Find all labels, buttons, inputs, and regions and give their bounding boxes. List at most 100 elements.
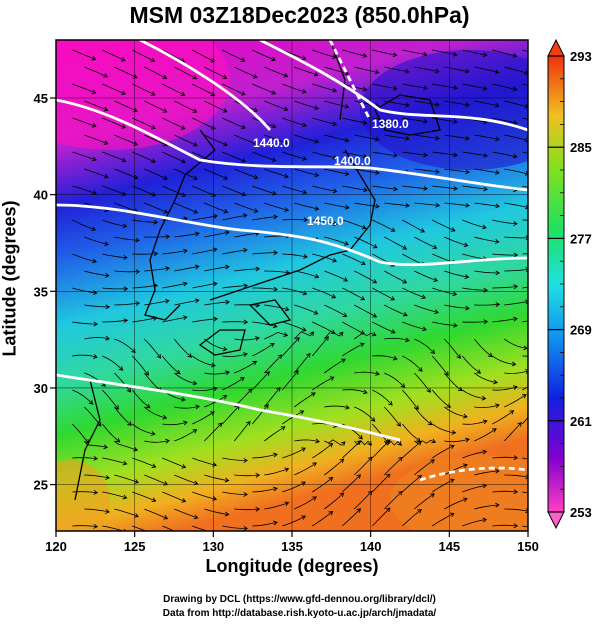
streamline	[192, 457, 217, 466]
streamline-arrow	[324, 336, 329, 341]
streamline-arrow	[225, 264, 230, 270]
streamline-arrow	[483, 152, 488, 158]
streamline	[234, 508, 260, 511]
streamline-arrow	[344, 241, 349, 246]
streamline	[462, 83, 487, 90]
streamline	[72, 83, 96, 94]
streamline	[431, 389, 451, 408]
streamline	[492, 286, 518, 289]
streamline-arrow	[400, 383, 406, 388]
streamline-arrow	[393, 152, 398, 158]
colorbar-label: 277	[570, 231, 592, 246]
streamline	[234, 202, 258, 212]
streamline-arrow	[123, 528, 127, 531]
streamline-arrow	[162, 414, 168, 420]
streamline	[504, 508, 528, 512]
streamline-arrow	[512, 153, 518, 159]
streamline-arrow	[163, 175, 168, 180]
streamline	[324, 100, 349, 108]
x-tick-label: 150	[517, 539, 539, 554]
streamline	[204, 395, 227, 408]
streamline-arrow	[132, 74, 138, 79]
streamline-arrow	[513, 252, 519, 258]
streamline	[144, 474, 168, 485]
streamline-arrow	[105, 508, 110, 514]
streamline-arrow	[435, 102, 440, 107]
streamline-arrow	[183, 248, 188, 254]
streamline-arrow	[135, 300, 141, 306]
streamline	[432, 287, 457, 295]
streamline	[401, 423, 421, 442]
streamline-arrow	[272, 486, 278, 492]
streamline	[132, 457, 156, 468]
streamline	[144, 338, 161, 359]
streamline-arrow	[342, 312, 348, 317]
streamline	[342, 253, 366, 265]
streamline	[504, 268, 528, 272]
streamline	[114, 474, 139, 483]
streamline-arrow	[360, 295, 366, 301]
streamline	[342, 219, 366, 229]
streamline	[102, 83, 126, 95]
streamline	[462, 219, 487, 229]
streamline-arrow	[301, 481, 306, 486]
streamline	[102, 253, 128, 259]
streamline-arrow	[494, 102, 500, 108]
streamline	[384, 134, 410, 140]
streamline	[342, 185, 367, 191]
streamline-arrow	[524, 170, 528, 176]
streamline	[432, 479, 455, 493]
x-axis-label: Longitude (degrees)	[205, 556, 379, 576]
streamline-arrow	[283, 73, 289, 78]
streamline-arrow	[430, 493, 435, 498]
streamline	[312, 49, 337, 58]
streamline	[312, 511, 333, 527]
streamline	[144, 236, 170, 238]
streamline	[294, 439, 320, 443]
streamline	[432, 423, 456, 434]
streamline	[144, 168, 168, 180]
streamline	[372, 49, 397, 56]
streamline-arrow	[151, 497, 157, 503]
streamline-arrow	[222, 74, 228, 80]
streamline-arrow	[212, 281, 218, 287]
streamline	[192, 49, 215, 63]
streamline	[354, 332, 376, 340]
streamline-arrow	[181, 192, 187, 197]
streamline	[444, 338, 461, 359]
streamline-arrow	[482, 517, 488, 523]
streamline-arrow	[284, 501, 290, 507]
streamline-arrow	[339, 458, 345, 464]
streamline	[522, 83, 528, 86]
streamline	[504, 168, 528, 175]
streamline-arrow	[495, 169, 500, 175]
streamline	[162, 421, 188, 426]
streamline	[402, 355, 423, 372]
streamline	[492, 490, 518, 493]
streamline	[414, 439, 436, 445]
streamline-arrow	[483, 319, 489, 325]
streamline	[384, 491, 403, 510]
streamline-arrow	[367, 456, 373, 462]
streamline-arrow	[513, 316, 518, 322]
streamline	[294, 66, 319, 76]
streamline	[222, 83, 246, 95]
streamline	[144, 508, 168, 519]
streamline-arrow	[121, 124, 127, 129]
streamline-arrow	[452, 51, 458, 57]
streamline	[324, 202, 349, 209]
streamline-arrow	[273, 286, 279, 292]
streamline	[264, 100, 288, 111]
streamline-arrow	[495, 270, 501, 276]
streamline-arrow	[93, 523, 99, 529]
streamline	[294, 496, 317, 510]
streamline	[522, 320, 528, 323]
streamline	[473, 338, 493, 357]
streamline	[402, 49, 427, 56]
streamline-arrow	[402, 279, 408, 284]
streamline-arrow	[482, 224, 487, 230]
streamline-arrow	[217, 422, 223, 428]
streamline-arrow	[358, 434, 363, 440]
streamline	[402, 219, 425, 233]
streamline	[204, 134, 228, 146]
